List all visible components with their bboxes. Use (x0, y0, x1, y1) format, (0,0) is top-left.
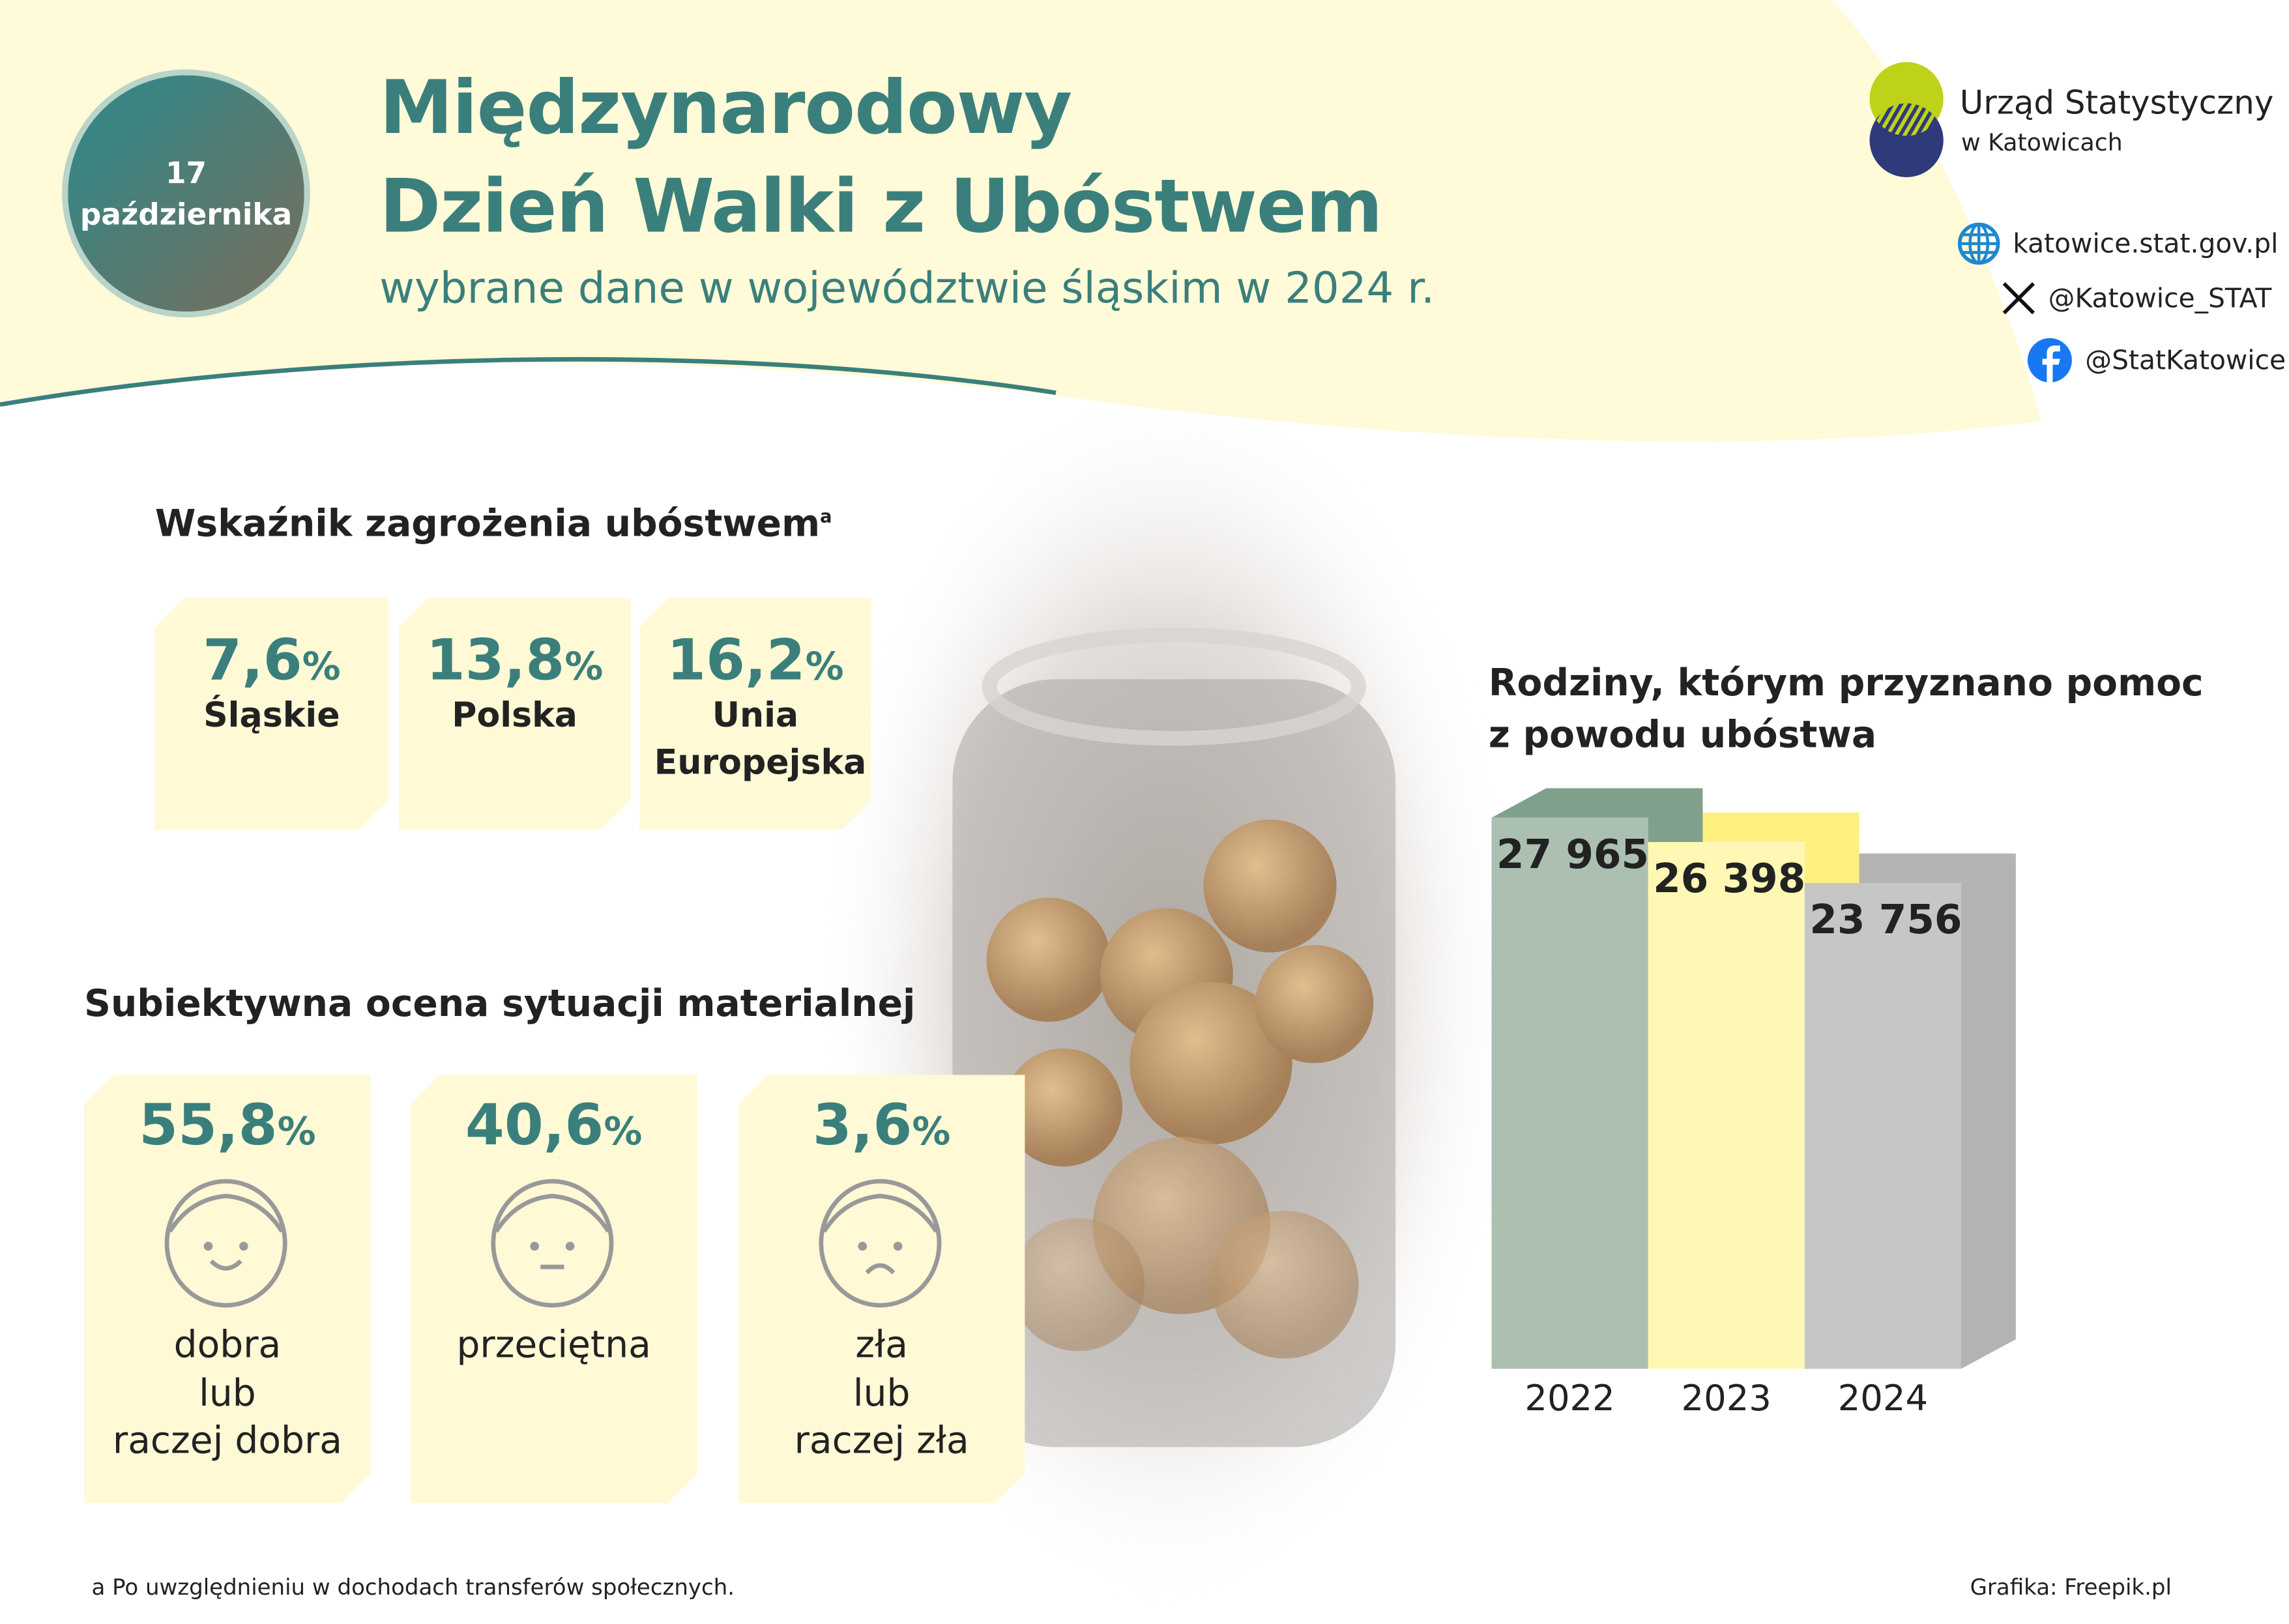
footnote: a Po uwzględnieniu w dochodach transferó… (91, 1574, 735, 1601)
assessment-card-happy: 55,8% dobra lub raczej dobra (84, 1075, 371, 1503)
bar-value-label: 27 965 (1496, 832, 1649, 878)
x-icon (2002, 282, 2035, 315)
website-link[interactable]: katowice.stat.gov.pl (1957, 222, 2278, 266)
bar-top-2022 (1491, 788, 1703, 818)
footnote-mark: a (820, 506, 832, 527)
globe-icon (1957, 222, 2000, 265)
x-tick-label: 2024 (1838, 1378, 1928, 1419)
page-title-line2: Dzień Walki z Ubóstwem (379, 164, 1382, 250)
gus-logo-icon (1869, 62, 1944, 177)
bar-value-label: 23 756 (1809, 897, 1962, 943)
x-tick-label: 2023 (1682, 1378, 1771, 1419)
assessment-label: zła (855, 1323, 908, 1366)
page-subtitle: wybrane dane w województwie śląskim w 20… (379, 263, 1435, 313)
logo-name: Urząd Statystyczny (1959, 85, 2274, 123)
bar-chart: 27 965 2022 26 398 2023 23 756 2024 (1491, 788, 2016, 1419)
face-neutral-icon (488, 1170, 620, 1310)
assessment-label: raczej zła (794, 1419, 969, 1462)
image-credit: Grafika: Freepik.pl (1970, 1574, 2172, 1601)
x-tick-label: 2022 (1524, 1378, 1614, 1419)
face-happy-icon (161, 1170, 294, 1310)
header-background (0, 0, 2041, 442)
x-link-text: @Katowice_STAT (2048, 282, 2272, 314)
assessment-label: raczej dobra (112, 1419, 342, 1462)
website-link-text: katowice.stat.gov.pl (2013, 228, 2279, 259)
chart-title: Rodziny, którym przyznano pomoc z powodu… (1488, 661, 2204, 757)
bar-side-2024 (1961, 853, 2016, 1369)
poverty-card-eu: 16,2% Unia Europejska (639, 598, 871, 830)
facebook-icon (2027, 338, 2072, 383)
assessment-label: lub (199, 1370, 256, 1414)
assessment-value: 55,8% (139, 1092, 316, 1158)
face-sad-icon (815, 1170, 948, 1310)
assessment-label: przeciętna (456, 1323, 651, 1366)
bar-2022 (1491, 817, 1648, 1369)
assessment-label: lub (853, 1370, 911, 1414)
bar-2023 (1648, 842, 1805, 1369)
assessment-value: 3,6% (812, 1092, 951, 1158)
page-title-line1: Międzynarodowy (379, 65, 1072, 151)
facebook-link[interactable]: @StatKatowice (2026, 337, 2286, 384)
assessment-card-sad: 3,6% zła lub raczej zła (738, 1075, 1025, 1503)
date-month: października (80, 196, 293, 232)
poverty-card-polska: 13,8% Polska (399, 598, 631, 830)
poverty-card-slaskie: 7,6% Śląskie (155, 598, 388, 830)
facebook-link-text: @StatKatowice (2085, 345, 2286, 376)
date-badge: 17 października (62, 69, 310, 318)
poverty-heading: Wskaźnik zagrożenia ubóstwema (154, 502, 832, 545)
assessment-heading: Subiektywna ocena sytuacji materialnej (84, 981, 916, 1025)
assessment-card-neutral: 40,6% przeciętna (411, 1075, 697, 1503)
assessment-label: dobra (173, 1323, 282, 1366)
date-day: 17 (165, 154, 207, 191)
logo-city: w Katowicach (1961, 128, 2123, 157)
x-link[interactable]: @Katowice_STAT (2001, 281, 2271, 316)
assessment-value: 40,6% (465, 1092, 643, 1158)
bar-value-label: 26 398 (1653, 856, 1805, 902)
bar-2024 (1804, 882, 1961, 1369)
